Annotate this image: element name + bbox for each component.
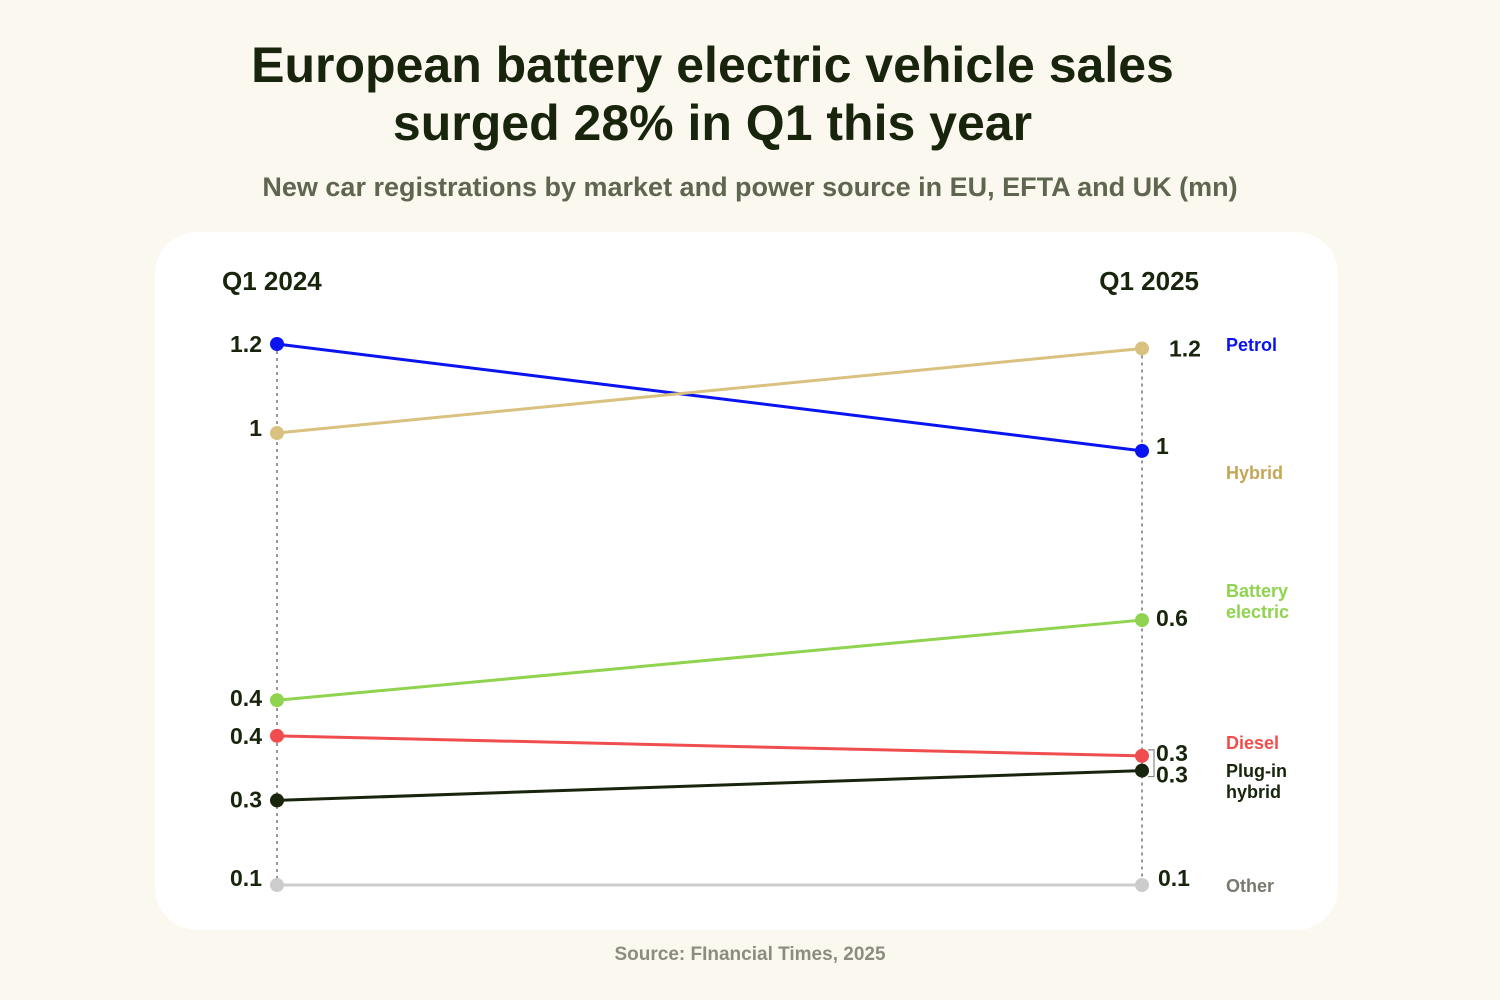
series-name-battery-electric-line-2: electric xyxy=(1226,602,1289,622)
value-label-battery-electric-q1-2025: 0.6 xyxy=(1156,605,1188,631)
series-name-hybrid-electric-line-2: electric xyxy=(1226,232,1289,236)
point-plug-in-hybrid-q1-2024 xyxy=(270,793,284,808)
chart-title: European battery electric vehicle sales … xyxy=(0,36,1425,152)
point-hybrid-electric-q1-2025 xyxy=(1135,341,1149,356)
chart-subtitle: New car registrations by market and powe… xyxy=(262,172,1238,202)
value-label-other-q1-2024: 0.1 xyxy=(230,865,262,891)
value-label-petrol-q1-2024: 1.2 xyxy=(230,331,262,357)
point-diesel-q1-2024 xyxy=(270,728,284,743)
point-battery-electric-q1-2024 xyxy=(270,693,284,708)
series-name-petrol-line-1: Petrol xyxy=(1226,335,1277,355)
source-note: Source: FInancial Times, 2025 xyxy=(614,944,886,965)
series-name-hybrid-electric-line-1: Hybrid xyxy=(1226,463,1283,483)
series-name-battery-electric-line-1: Battery xyxy=(1226,581,1288,601)
label-bracket xyxy=(1148,749,1155,778)
point-petrol-q1-2025 xyxy=(1135,443,1149,458)
series-line-plug-in-hybrid xyxy=(276,769,1143,802)
point-other-q1-2024 xyxy=(270,878,284,892)
title-line-1: European battery electric vehicle sales xyxy=(251,37,1174,93)
point-diesel-q1-2025 xyxy=(1135,748,1149,763)
title-line-2: surged 28% in Q1 this year xyxy=(392,95,1033,151)
column-header-q1-2025: Q1 2025 xyxy=(1099,266,1199,296)
point-hybrid-electric-q1-2024 xyxy=(270,426,284,441)
series-name-diesel-line-1: Diesel xyxy=(1226,733,1279,753)
value-label-petrol-q1-2025: 1 xyxy=(1156,433,1169,459)
series-name-plug-in-hybrid-line-2: hybrid xyxy=(1226,782,1281,802)
value-label-battery-electric-q1-2024: 0.4 xyxy=(230,685,262,711)
value-label-diesel-q1-2025: 0.3 xyxy=(1156,740,1188,766)
series-name-plug-in-hybrid-line-1: Plug-in xyxy=(1226,761,1287,781)
value-label-hybrid-electric-q1-2024: 1 xyxy=(249,415,262,441)
value-label-other-q1-2025: 0.1 xyxy=(1158,865,1190,891)
chart-card: Q1 2024 Q1 2025 1.2 1 Petrol 1 1.2 Hybrid electr… xyxy=(155,232,1338,930)
point-plug-in-hybrid-q1-2025 xyxy=(1135,763,1149,778)
value-label-diesel-q1-2024: 0.4 xyxy=(230,723,262,749)
slope-chart: Q1 2024 Q1 2025 1.2 1 Petrol 1 1.2 Hybrid electr… xyxy=(222,232,1289,896)
value-label-hybrid-electric-q1-2025: 1.2 xyxy=(1169,335,1201,361)
point-battery-electric-q1-2025 xyxy=(1135,613,1149,628)
series-line-petrol xyxy=(276,342,1143,453)
value-label-plug-in-hybrid-q1-2024: 0.3 xyxy=(230,786,262,812)
point-petrol-q1-2024 xyxy=(270,337,284,351)
series-line-diesel xyxy=(276,734,1143,758)
series-line-hybrid-electric xyxy=(276,346,1143,435)
series-name-other-line-1: Other xyxy=(1226,876,1274,896)
series-line-battery-electric xyxy=(276,618,1143,702)
column-header-q1-2024: Q1 2024 xyxy=(222,266,322,296)
point-other-q1-2025 xyxy=(1135,878,1149,892)
value-label-plug-in-hybrid-q1-2025: 0.3 xyxy=(1156,762,1188,788)
